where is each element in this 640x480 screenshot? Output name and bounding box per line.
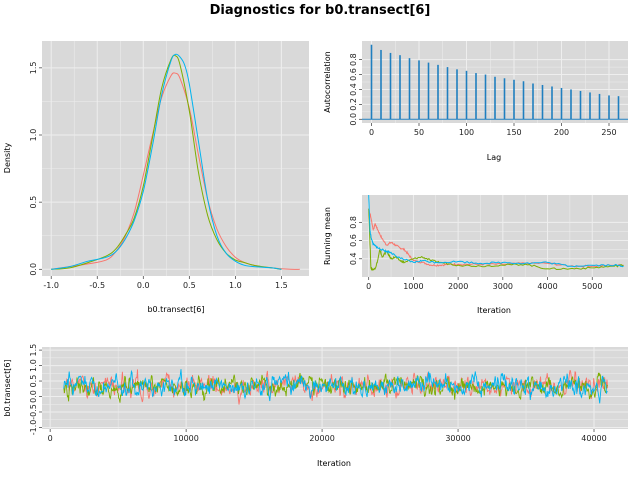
x-tick-label: 0	[369, 128, 374, 137]
x-axis-label: Iteration	[477, 306, 511, 315]
x-tick-label: 1.5	[275, 281, 288, 290]
x-tick-label: 0	[48, 434, 53, 443]
y-tick-label: 1.5	[29, 61, 38, 74]
y-tick-label: 0.6	[349, 234, 358, 247]
plot-area	[51, 53, 300, 270]
x-tick-label: 250	[601, 128, 616, 137]
y-tick-label: 0.5	[29, 196, 38, 209]
plot-area	[362, 44, 628, 120]
y-tick-label: 0.4	[349, 252, 358, 265]
y-tick-label: 0.6	[349, 68, 358, 81]
y-tick-label: 0.5	[29, 375, 38, 388]
x-tick-label: 100	[459, 128, 474, 137]
x-axis-label: Lag	[487, 153, 501, 162]
y-axis-label: b0.transect[6]	[3, 359, 12, 416]
y-tick-label: 0.4	[349, 83, 358, 96]
running-mean-panel: 0 1000 2000 3000 4000 5000 0.4 0.6 0.8 Iteration R…	[323, 195, 628, 315]
x-axis-label: Iteration	[317, 459, 351, 468]
plot-background	[42, 41, 309, 276]
y-tick-label: -0.5	[29, 404, 38, 420]
y-tick-label: 0.0	[29, 263, 38, 276]
x-tick-label: 150	[506, 128, 521, 137]
y-tick-label: 0.0	[29, 390, 38, 403]
x-tick-label: 10000	[173, 434, 198, 443]
y-tick-label: -1.0	[29, 420, 38, 436]
plot-area	[368, 195, 624, 271]
y-axis-label: Density	[3, 143, 12, 174]
plot-area	[63, 369, 609, 405]
x-tick-label: 200	[554, 128, 569, 137]
x-tick-label: 5000	[582, 282, 602, 291]
x-tick-label: 1000	[403, 282, 423, 291]
x-tick-label: -1.0	[43, 281, 59, 290]
y-axis-label: Autocorrelation	[323, 51, 332, 113]
y-tick-label: 0.8	[349, 53, 358, 66]
y-tick-label: 1.0	[29, 129, 38, 142]
x-tick-label: -0.5	[89, 281, 105, 290]
density-line-chain-2	[51, 54, 282, 270]
autocorrelation-panel: 0 50 100 150 200 250 0.0 0.2 0.4 0.6 0.8 Lag Autocor…	[323, 41, 628, 162]
x-tick-label: 0	[366, 282, 371, 291]
density-panel: -1.0 -0.5 0.0 0.5 1.0 1.5 0.0 0.5 1.0 1.5 b0.trans…	[3, 41, 309, 314]
trace-line-chain-2	[63, 372, 608, 403]
x-tick-label: 4000	[537, 282, 557, 291]
x-tick-label: 50	[414, 128, 424, 137]
y-tick-label: 0.2	[349, 98, 358, 111]
figure-title: Diagnostics for b0.transect[6]	[210, 3, 431, 18]
x-tick-label: 3000	[493, 282, 513, 291]
y-tick-label: 0.0	[349, 113, 358, 126]
x-tick-label: 2000	[448, 282, 468, 291]
density-line-chain-3	[51, 53, 282, 270]
y-axis-label: Running mean	[323, 207, 332, 265]
trace-panel: 0 10000 20000 30000 40000 -1.0-0.50.0 0.5 1.0 1.…	[3, 344, 628, 468]
running-mean-line-chain-2	[368, 208, 624, 271]
y-tick-label: 0.8	[349, 216, 358, 229]
x-tick-label: 0.5	[183, 281, 196, 290]
plot-background	[362, 195, 628, 277]
x-tick-label: 20000	[309, 434, 334, 443]
y-tick-label: 1.0	[29, 359, 38, 372]
x-tick-label: 30000	[445, 434, 470, 443]
running-mean-line-chain-3	[368, 195, 624, 268]
x-tick-label: 1.0	[229, 281, 242, 290]
y-tick-label: 1.5	[29, 344, 38, 357]
x-tick-label: 0.0	[137, 281, 150, 290]
x-axis-label: b0.transect[6]	[147, 305, 204, 314]
trace-line-chain-3	[63, 369, 608, 404]
x-tick-label: 40000	[581, 434, 606, 443]
